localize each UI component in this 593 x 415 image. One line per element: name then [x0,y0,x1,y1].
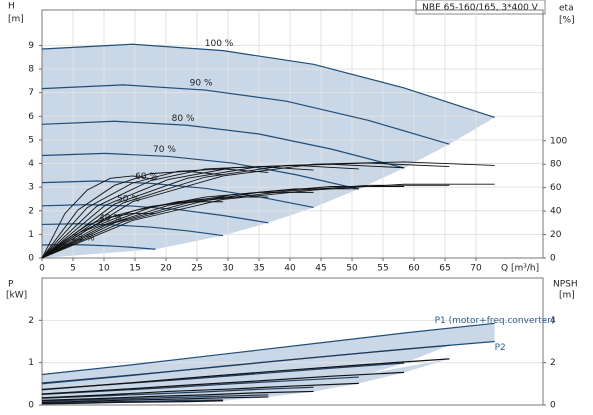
curve [41,390,314,401]
curve [41,223,224,237]
y2-tick-label: 4 [550,316,556,326]
x-tick-label: 45 [315,264,326,274]
y-tick-label: 0 [28,401,34,411]
curve-label: 50 % [117,195,140,205]
chart-title: NBE 65-160/165, 3*400 V [422,3,539,13]
y-tick-label: 4 [28,159,34,169]
y-tick-label: 2 [28,206,34,216]
curve-label: 25 % [72,234,95,244]
curve [41,386,314,399]
x-tick-label: 20 [160,264,172,274]
y-tick-label: 1 [28,358,34,368]
x-tick-label: 5 [70,264,76,274]
curve [41,186,405,259]
y-tick-label: 5 [28,135,34,145]
operating-area [42,44,495,258]
curve [41,396,269,404]
y-tick-label: 6 [28,112,34,122]
y-axis-unit: [kW] [6,291,27,301]
annotation: P1 (motor+freq.converter) [435,316,555,326]
curve [41,166,314,259]
curve-label: 80 % [172,114,195,124]
curve [41,161,495,259]
annotation: P2 [495,343,506,353]
curve-label: 70 % [153,145,176,155]
curve-label: 90 % [190,79,213,89]
curve [41,184,450,259]
curve [41,376,359,396]
x-tick-label: 50 [346,264,358,274]
y2-tick-label: 2 [550,358,556,368]
y2-tick-label: 60 [550,183,562,193]
curve [41,394,269,402]
curve [41,84,450,145]
y2-tick-label: 40 [550,207,562,217]
curve [41,183,495,259]
curve [41,382,359,399]
plot-frame [41,9,544,259]
x-axis-label: Q [m³/h] [501,264,539,274]
y-tick-label: 3 [28,183,34,193]
operating-area [42,323,495,405]
y-tick-label: 1 [28,230,34,240]
curve [41,191,314,259]
y-tick-label: 9 [28,41,34,51]
y-axis-unit: [m] [8,15,24,25]
y2-tick-label: 0 [550,254,556,264]
curve [41,175,156,259]
curve [41,162,450,259]
curve [41,164,359,259]
y-tick-label: 7 [28,88,34,98]
x-tick-label: 40 [284,264,296,274]
curve [41,43,495,119]
curve [41,213,156,259]
curve [41,358,450,391]
curve [41,170,224,259]
x-tick-label: 10 [98,264,110,274]
curve-label: 60 % [135,172,158,182]
x-tick-label: 0 [39,264,45,274]
y-axis-label: P [8,280,14,290]
curve [41,163,405,259]
curve [41,196,269,259]
curve [41,188,359,259]
y2-tick-label: 0 [550,401,556,411]
y2-tick-label: 80 [550,160,562,170]
curve [41,152,359,190]
curve [41,371,405,395]
y2-axis-label: eta [559,4,574,14]
curve [41,201,224,259]
x-tick-label: 65 [439,264,450,274]
curve [41,322,495,376]
curve [41,400,224,405]
curve-label: 40 % [99,213,122,223]
y-tick-label: 0 [28,254,34,264]
curve [41,399,224,404]
curve [41,120,405,169]
x-tick-label: 60 [408,264,420,274]
x-tick-label: 25 [191,264,202,274]
x-tick-label: 35 [253,264,264,274]
y2-tick-label: 100 [550,136,567,146]
y2-axis-label: NPSH [553,280,578,290]
y2-axis-unit: [m] [559,291,575,301]
y-axis-label: H [8,2,15,12]
curve [41,168,269,259]
x-tick-label: 15 [129,264,140,274]
curve [41,344,450,384]
x-tick-label: 30 [222,264,234,274]
y2-tick-label: 20 [550,230,562,240]
x-tick-label: 55 [377,264,388,274]
y-tick-label: 8 [28,65,34,75]
x-tick-label: 70 [470,264,482,274]
curve [41,204,269,224]
plot-frame [41,277,544,406]
curve-label: 100 % [205,39,234,49]
y2-axis-unit: [%] [559,16,575,26]
y-tick-label: 2 [28,316,34,326]
